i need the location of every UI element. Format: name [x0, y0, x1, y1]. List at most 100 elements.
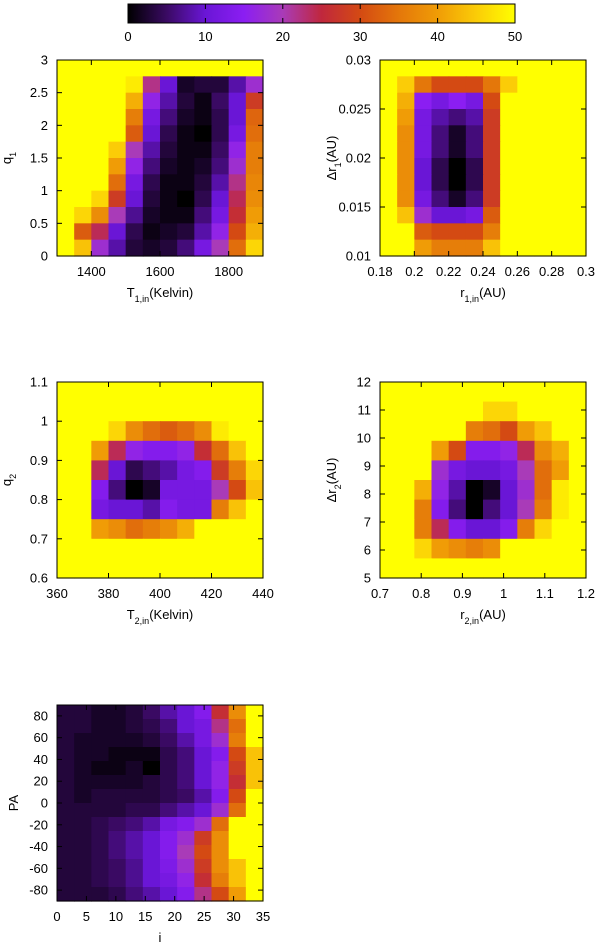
y-tick-label: 3: [41, 53, 48, 68]
x-tick-label: 0.22: [436, 264, 461, 279]
heatmap-cell: [57, 76, 75, 94]
heatmap-cell: [177, 831, 195, 846]
heatmap-cell: [160, 873, 178, 888]
heatmap-cell: [245, 76, 264, 94]
heatmap-cell: [245, 207, 264, 224]
heatmap-cell: [125, 789, 144, 804]
heatmap-cell: [160, 887, 178, 902]
x-axis-label-suffix: (AU): [479, 285, 506, 300]
heatmap-cell: [380, 382, 398, 403]
heatmap-cell: [245, 460, 264, 481]
heatmap-cell: [160, 519, 178, 540]
heatmap-cell: [142, 499, 161, 520]
y-axis-label: q2: [0, 474, 18, 486]
heatmap-cell: [74, 873, 92, 888]
heatmap-cell: [74, 421, 92, 442]
heatmap-cell: [380, 538, 398, 559]
heatmap-cell: [448, 480, 467, 501]
heatmap-cell: [500, 519, 518, 540]
heatmap-cell: [245, 158, 264, 175]
heatmap-cell: [142, 125, 161, 143]
heatmap-cell: [228, 207, 247, 224]
y-tick-label: 1: [41, 414, 48, 429]
heatmap-cell: [431, 499, 450, 520]
heatmap-cell: [177, 207, 195, 224]
heatmap-cell: [211, 158, 230, 175]
heatmap-cell: [57, 803, 75, 818]
y-axis-label-suffix: (AU): [324, 136, 339, 163]
heatmap-cell: [91, 190, 110, 208]
x-axis-label-suffix: (AU): [479, 607, 506, 622]
heatmap-cell: [57, 538, 75, 559]
heatmap-cell: [211, 223, 230, 241]
heatmap-cell: [551, 60, 570, 77]
heatmap-cell: [125, 831, 144, 846]
heatmap-cell: [380, 76, 398, 94]
heatmap-cell: [74, 92, 92, 110]
heatmap-cell: [568, 519, 587, 540]
heatmap-cell: [74, 733, 92, 748]
heatmap-cell: [177, 873, 195, 888]
heatmap-cell: [108, 873, 127, 888]
heatmap-cell: [57, 705, 75, 720]
heatmap-cell: [194, 421, 213, 442]
heatmap-cell: [142, 519, 161, 540]
heatmap-cell: [211, 460, 230, 481]
heatmap-cell: [517, 125, 536, 143]
heatmap-cell: [414, 76, 433, 94]
heatmap-cell: [108, 761, 127, 776]
colorbar-tick-label: 40: [430, 29, 444, 44]
heatmap-cell: [228, 887, 247, 902]
heatmap-cell: [397, 440, 415, 461]
y-tick-label: 0.8: [30, 492, 48, 507]
y-axis-label-base: Δr: [324, 489, 339, 503]
heatmap-cell: [228, 803, 247, 818]
heatmap-cell: [91, 382, 110, 403]
heatmap-cell: [74, 499, 92, 520]
heatmap-cell: [414, 519, 433, 540]
y-tick-label: 2.5: [30, 85, 48, 100]
plot-frame: [379, 381, 587, 579]
heatmap-cell: [177, 190, 195, 208]
heatmap-cell: [57, 859, 75, 874]
heatmap-cell: [194, 831, 213, 846]
heatmap-cell: [74, 401, 92, 422]
heatmap-cell: [194, 60, 213, 77]
heatmap-cell: [74, 60, 92, 77]
heatmap-cell: [108, 125, 127, 143]
heatmap-cell: [125, 733, 144, 748]
heatmap-cell: [177, 887, 195, 902]
heatmap-cell: [91, 421, 110, 442]
heatmap-cell: [568, 125, 587, 143]
heatmap-cell: [91, 775, 110, 790]
heatmap-cell: [397, 558, 415, 579]
heatmap-cell: [160, 92, 178, 110]
heatmap-cell: [245, 190, 264, 208]
heatmap-cell: [57, 775, 75, 790]
y-tick-label: 0.7: [30, 531, 48, 546]
heatmap-cell: [380, 109, 398, 126]
heatmap-cell: [125, 223, 144, 241]
x-tick-label: 25: [197, 909, 211, 924]
y-axis-label-base: q: [0, 479, 14, 486]
heatmap-cell: [448, 460, 467, 481]
heatmap-cell: [245, 845, 264, 860]
heatmap-cell: [74, 223, 92, 241]
heatmap-cell: [211, 845, 230, 860]
heatmap-cell: [194, 223, 213, 241]
heatmap-cell: [245, 558, 264, 579]
heatmap-cell: [431, 174, 450, 192]
heatmap-cell: [194, 747, 213, 762]
heatmap-cell: [177, 223, 195, 241]
heatmap-cell: [177, 789, 195, 804]
heatmap-cell: [465, 190, 484, 208]
heatmap-cell: [397, 519, 415, 540]
heatmap-cell: [551, 223, 570, 241]
heatmap-cell: [74, 859, 92, 874]
heatmap-cell: [142, 831, 161, 846]
heatmap-cell: [194, 761, 213, 776]
heatmap-cell: [397, 109, 415, 126]
x-tick-label: 0.3: [577, 264, 595, 279]
heatmap-cell: [57, 873, 75, 888]
heatmap-cell: [194, 817, 213, 832]
